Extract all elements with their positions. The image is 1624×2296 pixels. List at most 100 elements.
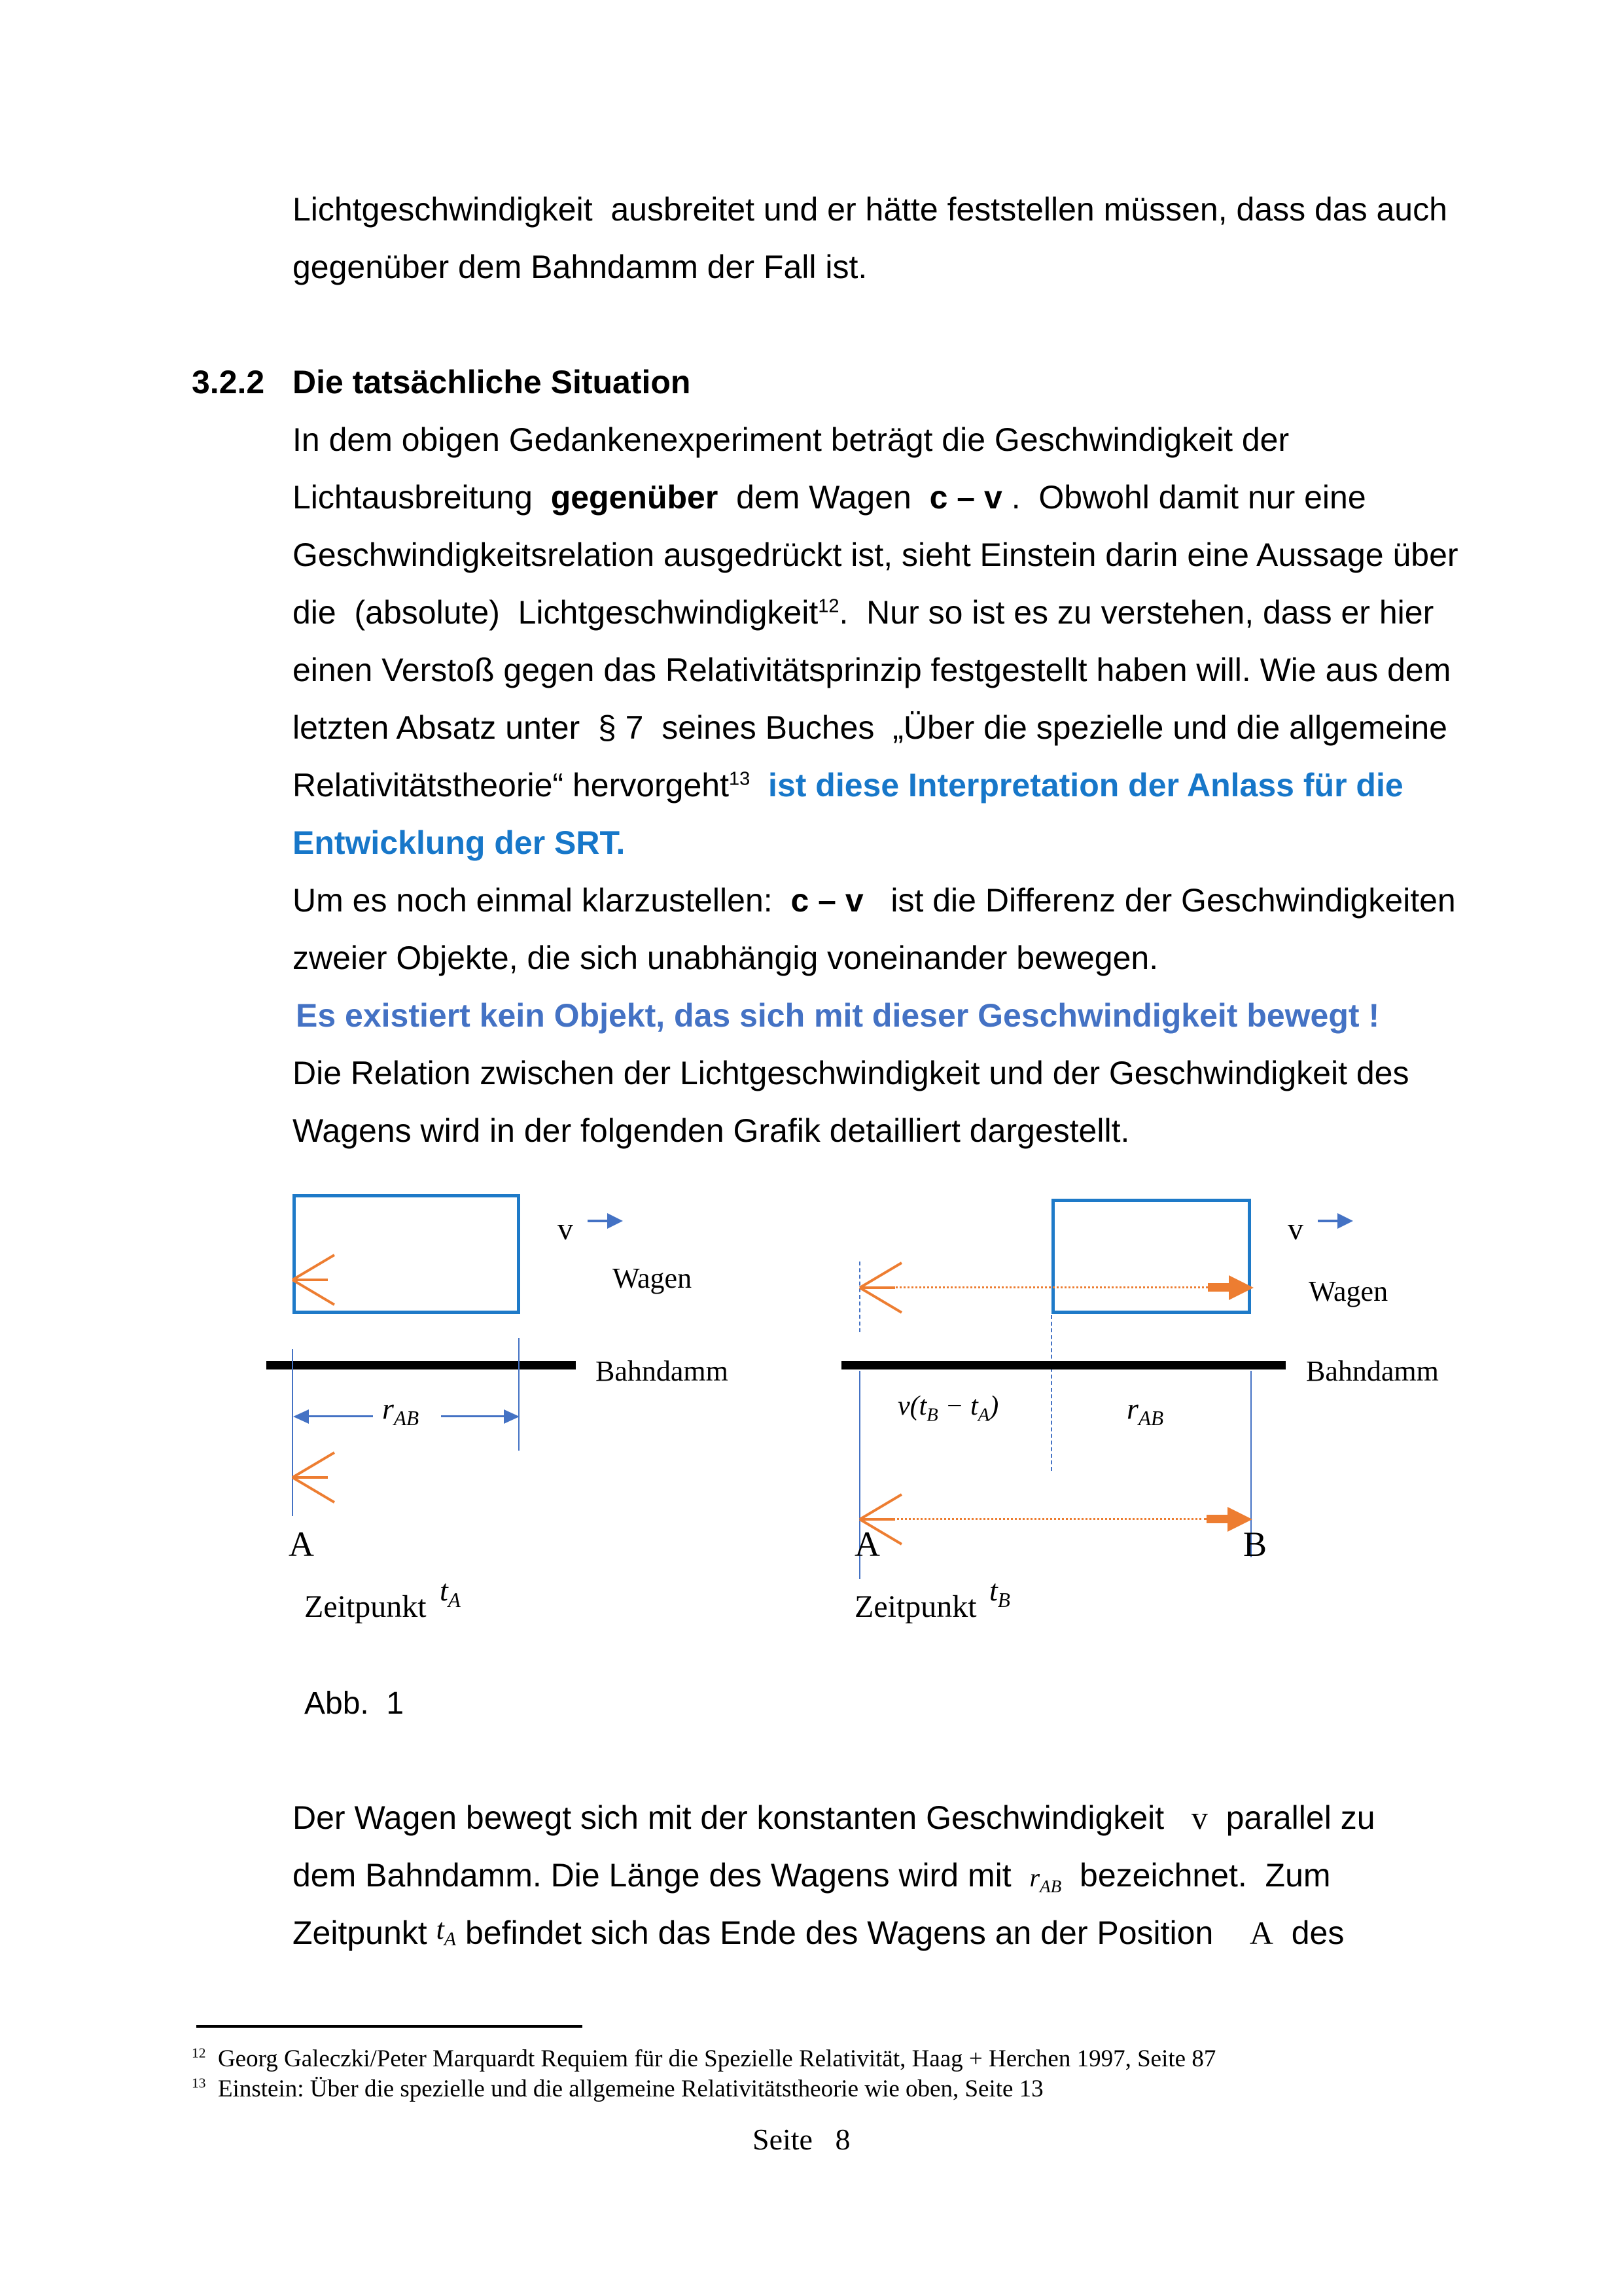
dashed-line-light-position bbox=[859, 1262, 860, 1332]
marker-line-a-right bbox=[859, 1371, 860, 1579]
paragraph-line: zweier Objekte, die sich unabhängig vone… bbox=[292, 940, 1159, 976]
section-number: 3.2.2 bbox=[192, 364, 265, 400]
orange-arrow-stub bbox=[1208, 1283, 1229, 1292]
wagen-rectangle-right bbox=[1051, 1199, 1251, 1314]
text-segment: ist die Differenz der Geschwindigkeiten bbox=[863, 882, 1456, 919]
dashed-line-old-position bbox=[1051, 1315, 1052, 1471]
text-segment: die (absolute) Lichtgeschwindigkeit bbox=[292, 594, 819, 631]
highlight-blue-statement: Es existiert kein Objekt, das sich mit d… bbox=[296, 997, 1380, 1034]
dimension-arrow-left-icon bbox=[293, 1409, 309, 1424]
text-segment: dem Wagen bbox=[718, 479, 930, 516]
velocity-arrow-head-icon bbox=[1337, 1213, 1353, 1229]
dimension-line-right bbox=[441, 1415, 505, 1417]
vtb-ta-formula: v(tB − tA) bbox=[898, 1390, 999, 1426]
text-segment: des bbox=[1273, 1915, 1345, 1951]
footnote-separator bbox=[196, 2025, 582, 2028]
footnote-12: 12 Georg Galeczki/Peter Marquardt Requie… bbox=[192, 2045, 1216, 2073]
paragraph-line: Um es noch einmal klarzustellen: c – v i… bbox=[292, 884, 1456, 917]
paragraph-line: einen Verstoß gegen das Relativitätsprin… bbox=[292, 652, 1451, 688]
r-symbol: r bbox=[382, 1392, 394, 1425]
text-segment: dem Bahndamm. Die Länge des Wagens wird … bbox=[292, 1857, 1030, 1894]
paragraph-line: In dem obigen Gedankenexperiment beträgt… bbox=[292, 421, 1290, 458]
velocity-arrow-line bbox=[588, 1220, 607, 1222]
position-a-label-right: A bbox=[855, 1525, 880, 1564]
footnote-marker-13: 13 bbox=[192, 2075, 206, 2091]
rab-label-left: rAB bbox=[382, 1391, 419, 1428]
wagen-label-right: Wagen bbox=[1309, 1275, 1388, 1307]
formula-segment: ) bbox=[989, 1391, 999, 1421]
dimension-line-left bbox=[308, 1415, 373, 1417]
marker-line-b-right bbox=[1250, 1371, 1252, 1557]
paragraph-line: Zeitpunkt tA befindet sich das Ende des … bbox=[292, 1913, 1345, 1951]
position-a-label-left: A bbox=[289, 1525, 314, 1564]
rab-label-right: rAB bbox=[1127, 1391, 1163, 1428]
footnote-text: Georg Galeczki/Peter Marquardt Requiem f… bbox=[205, 2045, 1216, 2072]
time-ta-symbol: tA bbox=[440, 1573, 461, 1610]
formula-c-minus-v: c – v bbox=[790, 882, 864, 919]
highlight-blue-segment: ist diese Interpretation der Anlass für … bbox=[750, 767, 1403, 804]
marker-line-a-left bbox=[292, 1349, 293, 1516]
ta-symbol-inline: tA bbox=[436, 1913, 457, 1949]
zeitpunkt-label-right: Zeitpunkt bbox=[855, 1589, 977, 1624]
text-segment: Relativitätstheorie“ hervorgeht bbox=[292, 767, 729, 804]
time-tb-symbol: tB bbox=[989, 1573, 1010, 1610]
intro-line-1: Lichtgeschwindigkeit ausbreitet und er h… bbox=[292, 191, 1447, 228]
light-rays-icon bbox=[291, 1451, 336, 1504]
paragraph-line: Wagens wird in der folgenden Grafik deta… bbox=[292, 1112, 1130, 1149]
orange-arrow-stub bbox=[1207, 1515, 1227, 1523]
t-subscript-a: A bbox=[448, 1589, 461, 1612]
t-symbol: t bbox=[436, 1913, 444, 1945]
bahndamm-label-left: Bahndamm bbox=[595, 1355, 728, 1387]
text-segment: Um es noch einmal klarzustellen: bbox=[292, 882, 791, 919]
formula-segment: v(t bbox=[898, 1391, 927, 1421]
t-symbol: t bbox=[989, 1574, 998, 1607]
footnote-text: Einstein: Über die spezielle und die all… bbox=[205, 2075, 1044, 2102]
text-segment: Lichtausbreitung bbox=[292, 479, 551, 516]
wagen-rectangle-left bbox=[292, 1194, 520, 1314]
page-number: Seite 8 bbox=[752, 2123, 851, 2156]
t-subscript-b: B bbox=[927, 1405, 938, 1426]
footnote-marker-12: 12 bbox=[192, 2045, 206, 2061]
highlight-blue-line: Entwicklung der SRT. bbox=[292, 824, 626, 861]
paragraph-line: Geschwindigkeitsrelation ausgedrückt ist… bbox=[292, 537, 1458, 573]
paragraph-line: die (absolute) Lichtgeschwindigkeit12. N… bbox=[292, 596, 1434, 629]
t-subscript-a: A bbox=[444, 1928, 457, 1950]
marker-line-b-left bbox=[518, 1338, 520, 1451]
velocity-arrow-line bbox=[1318, 1220, 1337, 1222]
r-subscript: AB bbox=[1138, 1407, 1164, 1430]
text-segment: Zeitpunkt bbox=[292, 1915, 436, 1951]
dotted-displacement-line bbox=[873, 1286, 1208, 1288]
footnote-13: 13 Einstein: Über die spezielle und die … bbox=[192, 2075, 1044, 2103]
text-segment: . Nur so ist es zu verstehen, dass er hi… bbox=[839, 594, 1434, 631]
r-symbol: r bbox=[1029, 1863, 1040, 1892]
text-segment: bezeichnet. Zum bbox=[1061, 1857, 1331, 1894]
paragraph-line: Der Wagen bewegt sich mit der konstanten… bbox=[292, 1801, 1375, 1834]
zeitpunkt-label-left: Zeitpunkt bbox=[304, 1589, 427, 1624]
section-title: Die tatsächliche Situation bbox=[292, 364, 691, 400]
velocity-label-right: v bbox=[1288, 1212, 1303, 1246]
orange-arrow-head-icon bbox=[1227, 1507, 1252, 1532]
paragraph-line: Relativitätstheorie“ hervorgeht13 ist di… bbox=[292, 769, 1403, 802]
figure-caption: Abb. 1 bbox=[304, 1686, 404, 1721]
t-subscript-b: B bbox=[997, 1589, 1010, 1612]
footnote-ref-12: 12 bbox=[818, 595, 839, 617]
paragraph-line: dem Bahndamm. Die Länge des Wagens wird … bbox=[292, 1857, 1331, 1896]
t-symbol: t bbox=[440, 1574, 448, 1607]
rab-symbol-inline: rAB bbox=[1029, 1863, 1061, 1896]
orange-arrow-head-icon bbox=[1229, 1275, 1254, 1300]
paragraph-line: Lichtausbreitung gegenüber dem Wagen c –… bbox=[292, 481, 1366, 514]
wagen-label-left: Wagen bbox=[612, 1262, 692, 1294]
velocity-label-left: v bbox=[557, 1212, 573, 1246]
t-subscript-a: A bbox=[978, 1405, 990, 1426]
light-rays-icon bbox=[291, 1254, 336, 1306]
position-a-symbol-inline: A bbox=[1249, 1915, 1273, 1951]
text-segment: parallel zu bbox=[1207, 1799, 1375, 1836]
intro-line-2: gegenüber dem Bahndamm der Fall ist. bbox=[292, 249, 868, 285]
bahndamm-bar-left bbox=[266, 1361, 576, 1369]
paragraph-line: Die Relation zwischen der Lichtgeschwind… bbox=[292, 1055, 1409, 1091]
paragraph-line: letzten Absatz unter § 7 seines Buches „… bbox=[292, 709, 1447, 746]
r-subscript: AB bbox=[1040, 1877, 1062, 1896]
position-b-label-right: B bbox=[1243, 1525, 1267, 1564]
r-subscript: AB bbox=[393, 1407, 419, 1430]
bahndamm-bar-right bbox=[841, 1361, 1286, 1369]
